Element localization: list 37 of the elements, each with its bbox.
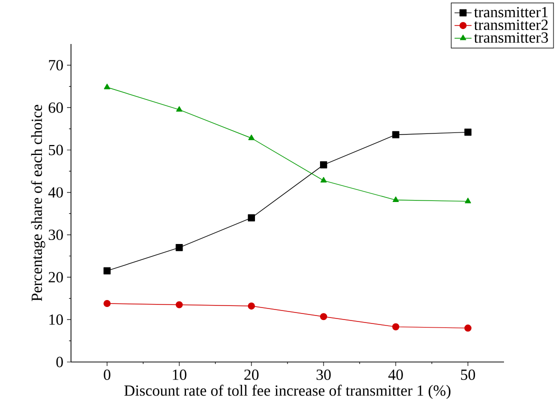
point <box>392 131 400 138</box>
point <box>320 176 327 182</box>
y-tick-label: 60 <box>48 102 63 113</box>
legend-label: transmitter2 <box>474 20 548 30</box>
point <box>464 198 472 204</box>
point <box>392 196 399 202</box>
point <box>176 301 183 308</box>
x-tick-label: 30 <box>316 370 331 380</box>
point <box>176 106 182 112</box>
point <box>392 323 400 330</box>
point <box>176 244 183 252</box>
y-tick-label: 40 <box>48 187 63 198</box>
point <box>248 302 255 310</box>
x-tick-label: 40 <box>388 370 403 380</box>
y-tick-label: 30 <box>48 230 63 240</box>
point <box>248 134 255 140</box>
y-tick-label: 10 <box>49 314 63 325</box>
legend-label: transmitter3 <box>474 32 548 43</box>
x-tick-label: 50 <box>461 370 476 380</box>
y-tick-label: 20 <box>48 272 63 282</box>
y-tick-label: 0 <box>56 356 63 368</box>
point <box>104 267 111 274</box>
point <box>320 161 328 168</box>
x-tick-label: 20 <box>244 370 259 380</box>
x-tick-label: 10 <box>172 370 186 380</box>
legend-label: transmitter1 <box>474 6 548 18</box>
point <box>104 300 111 308</box>
x-axis-title: Discount rate of toll fee increase of transmitter 1 (%) <box>124 384 450 399</box>
y-axis-title: Percentage share of each choice <box>30 104 46 302</box>
point <box>464 128 472 136</box>
point <box>104 84 110 90</box>
y-tick-label: 50 <box>48 144 63 156</box>
point <box>320 313 328 320</box>
x-tick-label: 0 <box>104 370 110 380</box>
y-tick-label: 70 <box>49 60 63 70</box>
point <box>248 214 255 222</box>
point <box>464 324 472 332</box>
